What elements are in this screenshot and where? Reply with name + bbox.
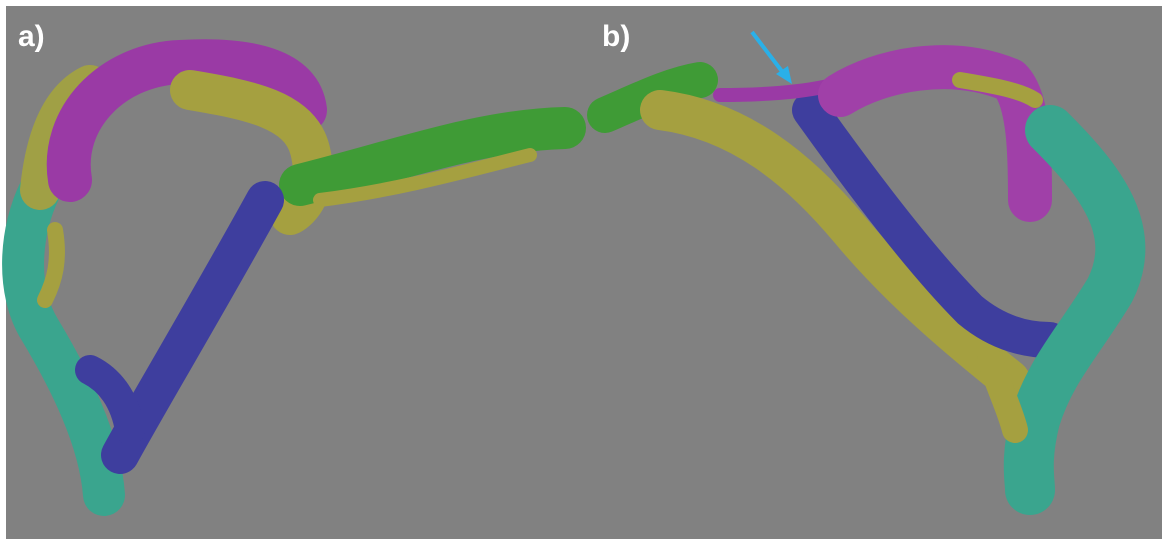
figure: a) b) — [0, 0, 1168, 545]
panel-label: b) — [602, 20, 630, 53]
panel-label: a) — [18, 20, 45, 53]
